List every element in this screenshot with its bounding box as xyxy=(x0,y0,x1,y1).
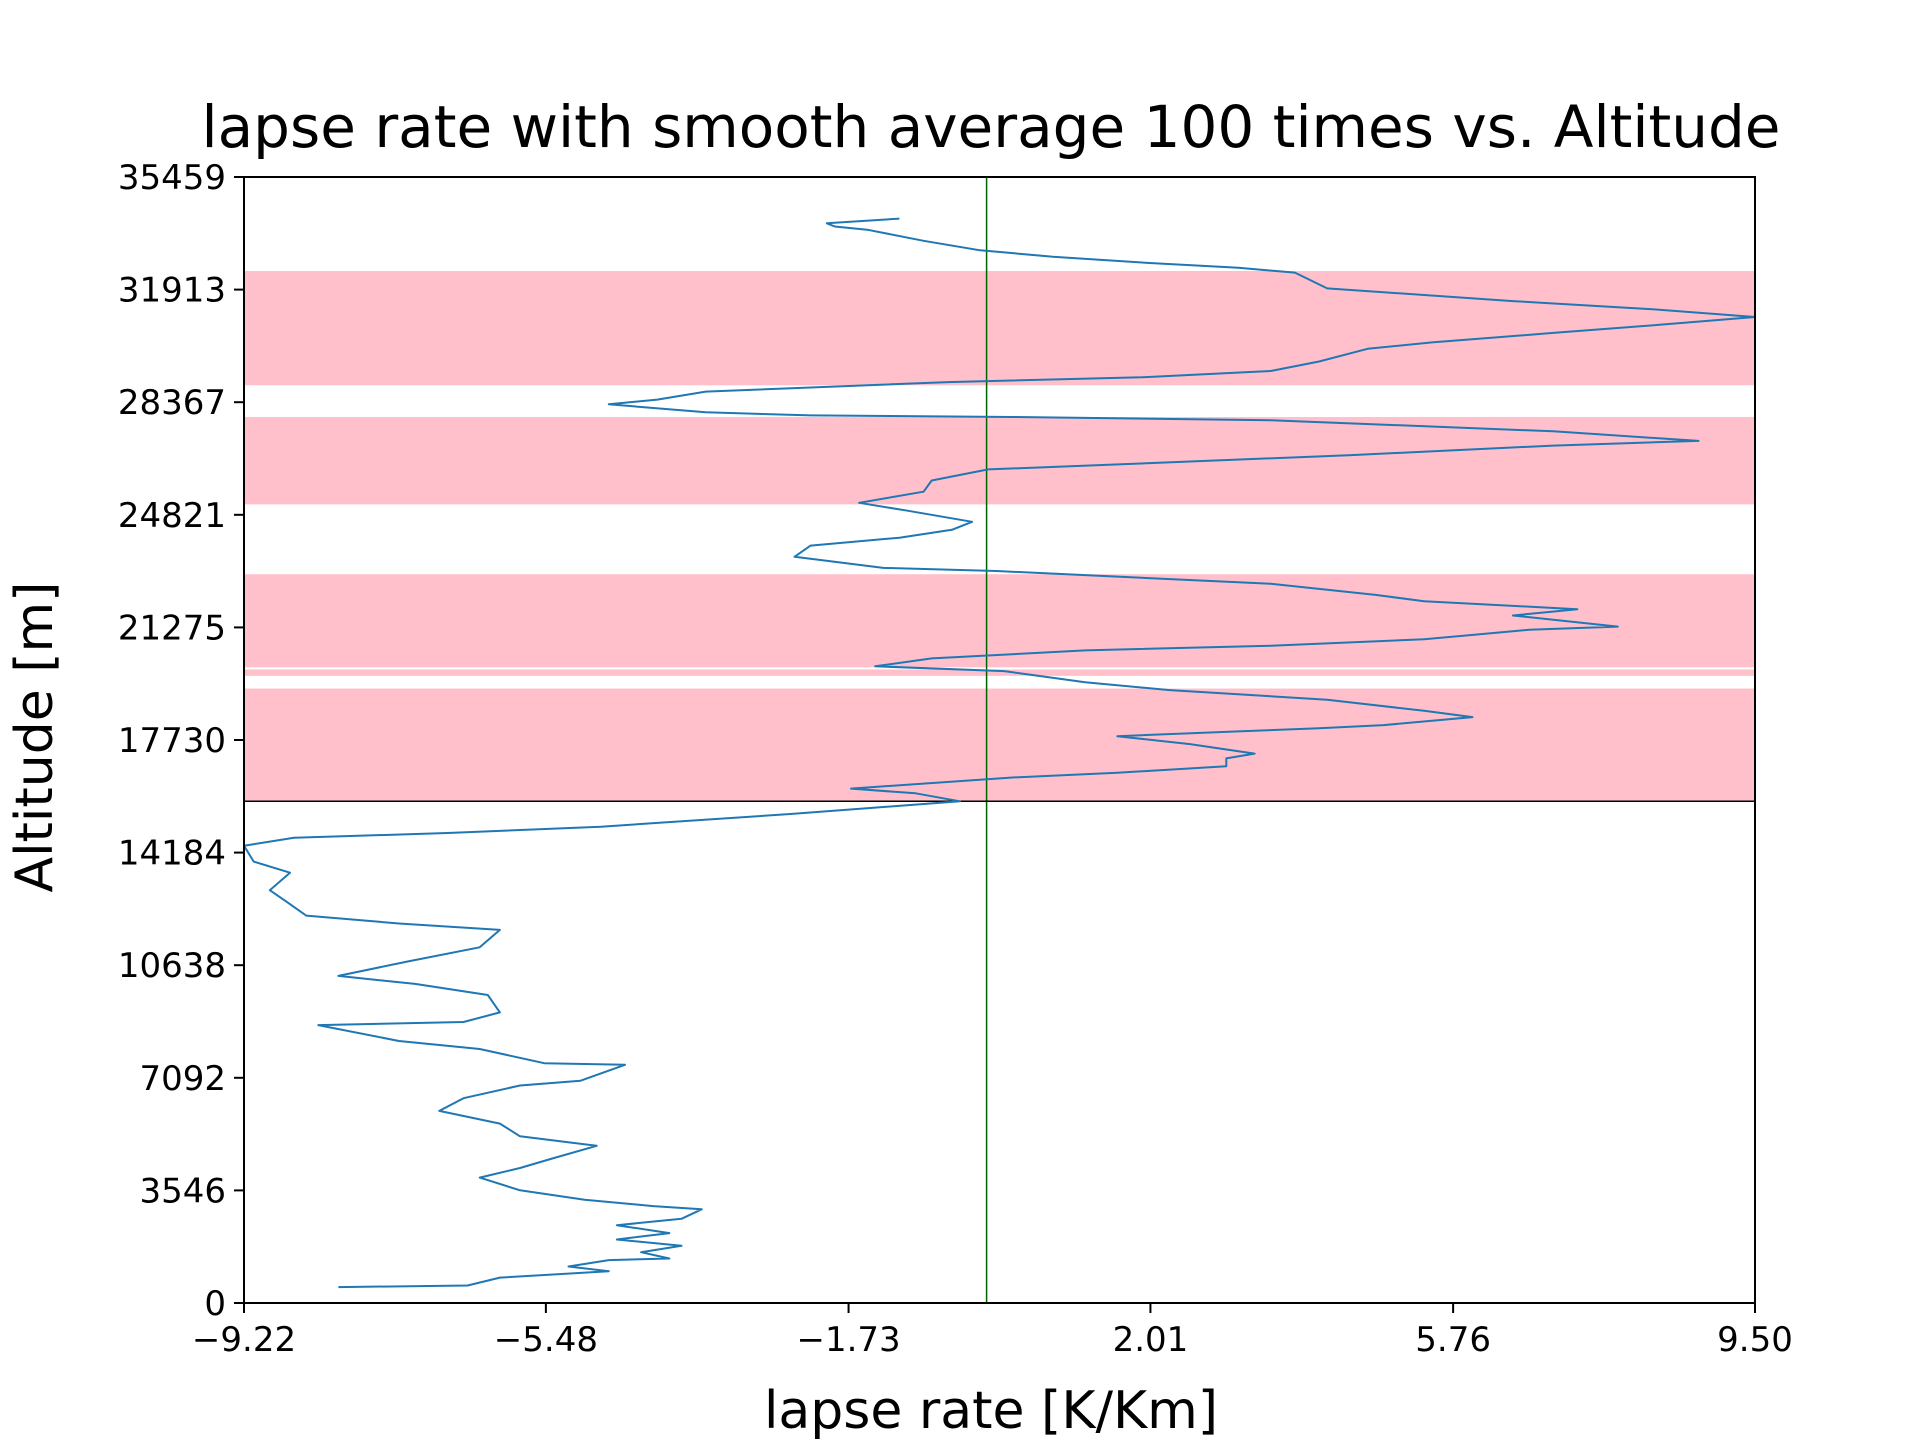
y-tick-label: 17730 xyxy=(118,721,226,761)
series-lines xyxy=(243,217,1756,1289)
y-tick-label: 24821 xyxy=(118,496,226,536)
x-tick-label: −1.73 xyxy=(796,1320,900,1360)
y-tick-label: 14184 xyxy=(118,834,226,874)
y-tick-label: 7092 xyxy=(139,1059,226,1099)
x-axis-label: lapse rate [K/Km] xyxy=(764,1381,1218,1440)
shaded-bands xyxy=(244,270,1755,802)
x-tick-label: 5.76 xyxy=(1415,1320,1491,1360)
x-tick-label: 2.01 xyxy=(1113,1320,1189,1360)
y-tick-label: 21275 xyxy=(118,608,226,648)
y-axis-label: Altitude [m] xyxy=(5,582,65,893)
shaded-band-2 xyxy=(244,669,1755,676)
chart-title: lapse rate with smooth average 100 times… xyxy=(202,93,1781,161)
shaded-band-5 xyxy=(244,270,1755,386)
y-tick-label: 0 xyxy=(204,1284,226,1324)
y-tick-label: 35459 xyxy=(118,158,226,198)
x-tick-label: −5.48 xyxy=(494,1320,598,1360)
x-tick-label: 9.50 xyxy=(1717,1320,1793,1360)
shaded-band-4 xyxy=(244,417,1755,505)
shaded-band-1 xyxy=(244,688,1755,802)
y-axis-ticks: 0 3546 7092 10638 14184 17730 21275 24821 28367 3… xyxy=(118,158,244,1324)
shaded-band-3 xyxy=(244,574,1755,668)
x-tick-label: −9.22 xyxy=(192,1320,296,1360)
y-tick-label: 3546 xyxy=(139,1171,226,1211)
y-tick-label: 31913 xyxy=(118,271,226,311)
y-tick-label: 10638 xyxy=(118,946,226,986)
series-line-1 xyxy=(243,217,1756,1289)
y-tick-label: 28367 xyxy=(118,383,226,423)
x-axis-ticks: −9.22 −5.48 −1.73 2.01 5.76 9.50 xyxy=(192,1303,1793,1360)
